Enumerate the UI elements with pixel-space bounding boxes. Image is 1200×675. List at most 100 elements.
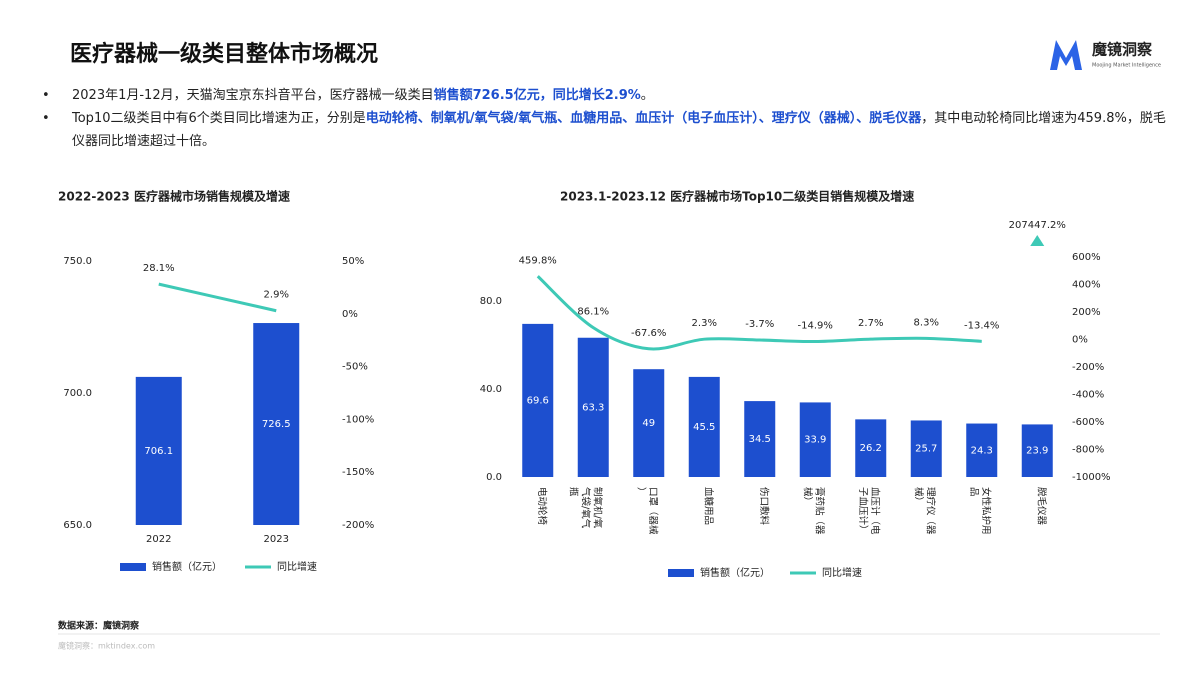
x-tick-label-line: 械） [913,487,925,506]
x-tick-label: 电动轮椅 [536,487,548,526]
y-tick-label: 80.0 [480,296,502,307]
y2-tick-label: -50% [342,362,368,373]
bullet-text: 。 [640,88,654,103]
y2-tick-label: 0% [342,309,358,320]
bar [744,401,776,477]
highlight-text: 销售额726.5亿元，同比增长2.9% [433,88,641,103]
bar-label: 726.5 [262,419,291,430]
line [158,282,277,313]
bar-label: 69.6 [527,395,549,406]
y2-tick-label: 0% [1072,335,1088,346]
overflow-marker [1030,235,1045,246]
bullet-list: 2023年1月-12月，天猫淘宝京东抖音平台，医疗器械一级类目销售额726.5亿… [42,84,1172,153]
y2-tick-label: -600% [1072,417,1104,428]
x-tick-label-line: 女性私护用 [980,487,992,535]
x-tick-label-line: ） [635,487,647,497]
x-tick-label-line: 气袋/氧气 [580,487,592,529]
bullet-text: ，其中电动轮椅同比增速为459.8%，脱毛仪器同比增速超过十倍。 [72,111,1166,149]
footer-site: 魔镜洞察：mktindex.com [58,641,155,651]
y2-tick-label: -200% [1072,362,1104,373]
chart-title: 2022-2023 医疗器械市场销售规模及增速 [58,189,290,204]
x-tick-label-line: 血糖用品 [703,487,715,525]
bar-label: 26.2 [860,443,882,454]
legend-label: 同比增速 [822,566,862,579]
line-label: -67.6% [631,328,666,339]
line [536,275,982,351]
x-tick-label: 伤口敷料 [758,487,770,526]
bar-label: 49 [642,418,655,429]
bar [688,376,720,477]
bar-label: 24.3 [971,445,993,456]
y2-tick-label: 400% [1072,280,1101,291]
bar-label: 45.5 [693,422,715,433]
bullet: 2023年1月-12月，天猫淘宝京东抖音平台，医疗器械一级类目销售额726.5亿… [42,84,1172,107]
x-tick-label-line: 伤口敷料 [758,487,770,526]
legend-swatch [668,569,694,577]
x-tick-label-line: 械） [802,487,814,506]
y-tick-label: 650.0 [63,520,92,531]
x-tick-label: 膏药贴（器械） [802,487,826,535]
bar [966,423,998,477]
bar [799,402,831,477]
bar [633,369,665,477]
bar [135,376,182,525]
line-label: -13.4% [964,320,999,331]
legend-label: 销售额（亿元） [152,560,222,573]
logo-icon [1050,40,1082,70]
bar-label: 25.7 [915,444,937,455]
bar [577,337,609,477]
line-label: 86.1% [577,307,609,318]
line-label: 459.8% [519,255,557,266]
x-tick-label-line: 理疗仪（器 [925,487,937,535]
line-label: 207447.2% [1009,220,1066,231]
line-label: -14.9% [798,321,833,332]
bar [1021,424,1053,477]
bar-label: 33.9 [804,435,826,446]
x-tick-label: 血糖用品 [703,487,715,525]
line-label: -3.7% [745,319,774,330]
x-tick-label: 血压计（电子血压计） [857,487,881,535]
y2-tick-label: -800% [1072,445,1104,456]
x-tick-label-line: 制氧机/氧 [592,487,604,529]
bar-label: 63.3 [582,402,604,413]
bar [855,419,887,477]
line-label: 2.9% [264,290,289,301]
y-tick-label: 700.0 [63,388,92,399]
x-tick-label: 口罩（器械） [635,487,659,535]
x-tick-label-line: 血压计（电 [869,487,881,535]
x-tick-label-line: 膏药贴（器 [814,487,826,535]
page-title: 医疗器械一级类目整体市场概况 [70,42,379,67]
logo-sub: Moojing Market Intelligence [1092,63,1161,69]
x-tick-label-line: 品 [968,487,979,497]
y2-tick-label: -150% [342,467,374,478]
y2-tick-label: 200% [1072,307,1101,318]
source: 数据来源：魔镜洞察 [58,620,140,632]
logo-name: 魔镜洞察 [1092,41,1153,59]
x-tick-label: 2023 [264,534,289,545]
y-tick-label: 0.0 [486,472,502,483]
y2-tick-label: -1000% [1072,472,1111,483]
y2-tick-label: -200% [342,520,374,531]
bullet-text: 2023年1月-12月，天猫淘宝京东抖音平台，医疗器械一级类目 [72,88,434,103]
y2-tick-label: -400% [1072,390,1104,401]
x-tick-label: 女性私护用品 [968,487,992,535]
x-tick-label: 制氧机/氧气袋/氧气瓶 [568,487,604,529]
x-tick-label: 理疗仪（器械） [913,487,937,535]
legend-label: 销售额（亿元） [700,566,770,579]
line-label: 28.1% [143,263,175,274]
line-label: 8.3% [914,317,939,328]
x-tick-label-line: 脱毛仪器 [1036,487,1048,526]
bullet-text: Top10二级类目中有6个类目同比增速为正，分别是 [72,111,366,126]
x-tick-label-line: 口罩（器械 [647,487,659,535]
x-tick-label-line: 瓶 [568,487,580,497]
legend-swatch [120,563,146,571]
y-tick-label: 40.0 [480,384,502,395]
bar [522,323,554,477]
x-tick-label-line: 电动轮椅 [536,487,548,526]
bar-label: 706.1 [144,446,173,457]
highlight-text: 电动轮椅、制氧机/氧气袋/氧气瓶、血糖用品、血压计（电子血压计）、理疗仪（器械）… [365,111,922,126]
line-label: 2.7% [858,318,883,329]
bar [910,420,942,477]
x-tick-label: 2022 [146,534,171,545]
